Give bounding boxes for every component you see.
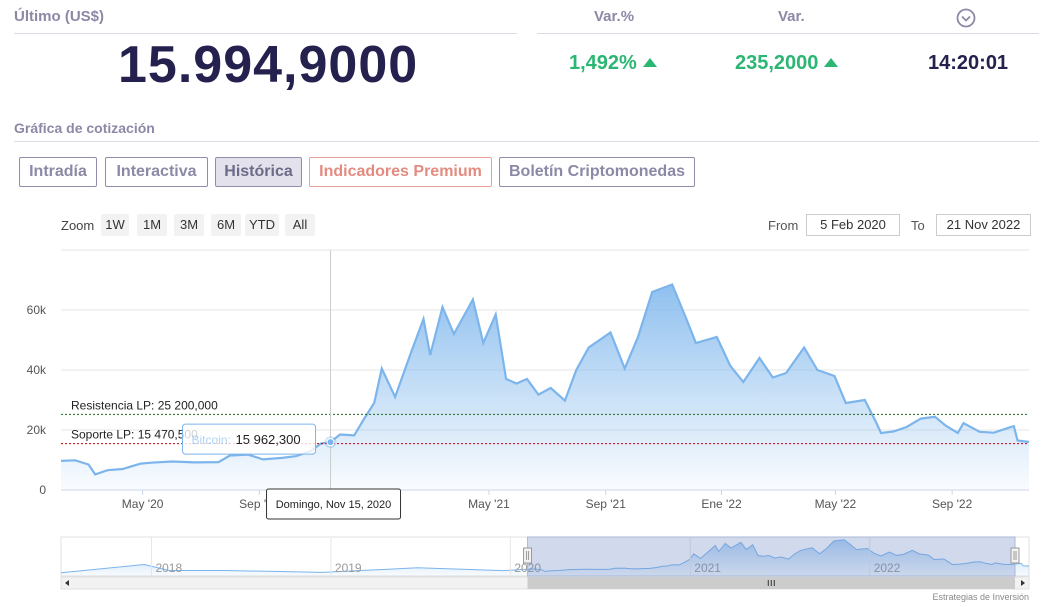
price-area	[61, 284, 1029, 490]
x-tick-label: May '20	[122, 497, 164, 511]
up-arrow-icon	[824, 58, 839, 67]
var-pct-value: 1,492%	[569, 52, 657, 75]
section-title: Gráfica de cotización	[14, 120, 155, 136]
support-label: Soporte LP: 15 470,500	[71, 428, 198, 442]
var-value: 235,2000	[735, 52, 839, 75]
x-tick-label: May '22	[815, 497, 857, 511]
zoom-3m-button[interactable]: 3M	[174, 214, 204, 236]
header-divider-left	[14, 33, 517, 34]
navigator-year-label: 2018	[155, 561, 182, 575]
x-tick-label: May '21	[468, 497, 510, 511]
y-tick-label: 20k	[27, 423, 47, 437]
tab-indicadores-premium[interactable]: Indicadores Premium	[309, 157, 492, 187]
zoom-6m-button[interactable]: 6M	[211, 214, 241, 236]
last-price-value: 15.994,9000	[118, 36, 419, 94]
var-label: Var.	[778, 8, 805, 25]
range-to-label: To	[911, 218, 925, 233]
range-to-input[interactable]: 21 Nov 2022	[936, 214, 1031, 236]
y-tick-label: 60k	[27, 303, 47, 317]
section-divider	[14, 141, 1039, 142]
y-axis: 0 20k 40k 60k	[27, 303, 47, 497]
x-tick-label: Sep '21	[586, 497, 627, 511]
credit: Estrategias de Inversión	[932, 592, 1029, 602]
x-tick-label: Ene '22	[701, 497, 742, 511]
y-tick-label: 40k	[27, 363, 47, 377]
tooltip-date-box	[266, 488, 402, 520]
zoom-1m-button[interactable]: 1M	[137, 214, 167, 236]
tooltip-value: 15 962,300	[236, 432, 301, 447]
navigator-area	[61, 539, 1029, 576]
up-arrow-icon	[642, 58, 657, 67]
tooltip: Bitcoin: 15 962,300 Domingo, Nov 15, 2020	[182, 250, 402, 520]
zoom-ytd-button[interactable]: YTD	[245, 214, 279, 236]
tooltip-date-label: Domingo, Nov 15, 2020	[276, 499, 392, 511]
header-divider-right	[537, 33, 1039, 34]
navigator-year-label: 2019	[335, 561, 362, 575]
range-from-input[interactable]: 5 Feb 2020	[806, 214, 900, 236]
scroll-right-arrow-icon[interactable]	[1021, 580, 1025, 586]
navigator[interactable]: 2018 2019 2020 2021 2022	[60, 536, 1030, 590]
scroll-left-arrow-icon[interactable]	[65, 580, 69, 586]
last-update-time: 14:20:01	[928, 52, 1009, 74]
hover-point	[326, 438, 335, 447]
resistance-label: Resistencia LP: 25 200,000	[71, 398, 218, 412]
zoom-all-button[interactable]: All	[285, 214, 315, 236]
navigator-handle-right[interactable]	[1010, 547, 1020, 564]
zoom-label: Zoom	[61, 218, 95, 233]
zoom-1w-button[interactable]: 1W	[101, 214, 129, 236]
tab-intradia[interactable]: Intradía	[19, 157, 97, 187]
navigator-year-label: 2022	[874, 561, 901, 575]
tooltip-box	[182, 423, 317, 455]
chevron-down-icon[interactable]	[956, 8, 976, 28]
price-line	[60, 283, 1030, 476]
tooltip-series-name: Bitcoin:	[192, 433, 231, 447]
last-price-label: Último (US$)	[14, 8, 104, 25]
navigator-handle-left[interactable]	[523, 547, 533, 564]
tab-boletin-criptomonedas[interactable]: Boletín Criptomonedas	[499, 157, 695, 187]
tab-historica[interactable]: Histórica	[215, 157, 302, 187]
y-tick-label: 0	[39, 483, 46, 497]
tab-interactiva[interactable]: Interactiva	[105, 157, 208, 187]
navigator-line	[60, 539, 1030, 574]
var-pct-label: Var.%	[594, 8, 635, 25]
navigator-selection	[527, 536, 1016, 577]
x-tick-label: Sep '22	[932, 497, 973, 511]
navigator-year-label: 2021	[694, 561, 721, 575]
range-from-label: From	[768, 218, 799, 233]
